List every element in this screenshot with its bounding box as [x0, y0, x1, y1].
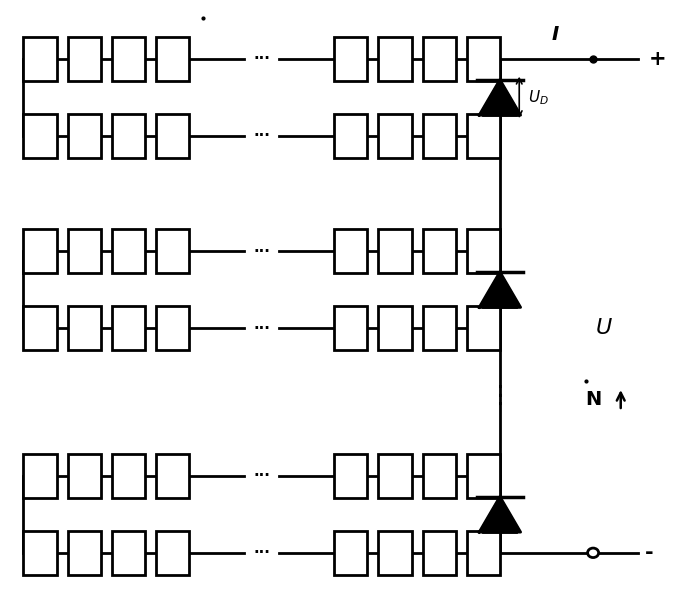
Bar — [156, 113, 189, 158]
Text: ···: ··· — [253, 51, 270, 66]
Bar — [112, 113, 145, 158]
Bar — [334, 306, 367, 350]
Bar — [68, 454, 101, 498]
Bar — [68, 306, 101, 350]
Bar — [379, 531, 411, 575]
Text: $U_D$: $U_D$ — [528, 88, 548, 107]
Bar — [334, 113, 367, 158]
Text: -: - — [645, 543, 654, 563]
Bar — [68, 113, 101, 158]
Bar — [112, 229, 145, 273]
Bar — [24, 454, 56, 498]
Bar — [422, 306, 456, 350]
Bar — [379, 454, 411, 498]
Bar — [112, 531, 145, 575]
Bar — [422, 454, 456, 498]
Bar — [112, 454, 145, 498]
Bar — [422, 37, 456, 81]
Bar — [379, 229, 411, 273]
Polygon shape — [479, 79, 521, 115]
Bar — [467, 306, 500, 350]
Polygon shape — [479, 272, 521, 307]
Text: ⋮: ⋮ — [487, 384, 512, 408]
Bar — [467, 229, 500, 273]
Bar — [334, 454, 367, 498]
Text: ···: ··· — [253, 545, 270, 561]
Bar — [379, 306, 411, 350]
Bar — [422, 229, 456, 273]
Bar — [467, 531, 500, 575]
Bar — [24, 306, 56, 350]
Text: I: I — [551, 25, 559, 44]
Bar — [156, 306, 189, 350]
Bar — [334, 229, 367, 273]
Bar — [467, 113, 500, 158]
Bar — [24, 37, 56, 81]
Bar — [112, 306, 145, 350]
Bar — [24, 113, 56, 158]
Bar — [156, 531, 189, 575]
Text: ···: ··· — [253, 469, 270, 484]
Bar — [68, 531, 101, 575]
Bar — [379, 113, 411, 158]
Bar — [467, 37, 500, 81]
Bar — [422, 531, 456, 575]
Polygon shape — [479, 497, 521, 532]
Text: N: N — [585, 390, 601, 408]
Bar — [334, 531, 367, 575]
Bar — [334, 37, 367, 81]
Circle shape — [587, 548, 599, 558]
Bar — [422, 113, 456, 158]
Bar — [68, 229, 101, 273]
Bar — [156, 229, 189, 273]
Bar — [112, 37, 145, 81]
Text: ···: ··· — [253, 244, 270, 259]
Bar — [24, 531, 56, 575]
Bar — [68, 37, 101, 81]
Text: +: + — [649, 49, 666, 69]
Bar — [24, 229, 56, 273]
Text: ···: ··· — [253, 321, 270, 336]
Bar — [379, 37, 411, 81]
Text: ···: ··· — [253, 128, 270, 143]
Bar — [156, 37, 189, 81]
Bar — [156, 454, 189, 498]
Bar — [467, 454, 500, 498]
Text: U: U — [595, 318, 612, 338]
